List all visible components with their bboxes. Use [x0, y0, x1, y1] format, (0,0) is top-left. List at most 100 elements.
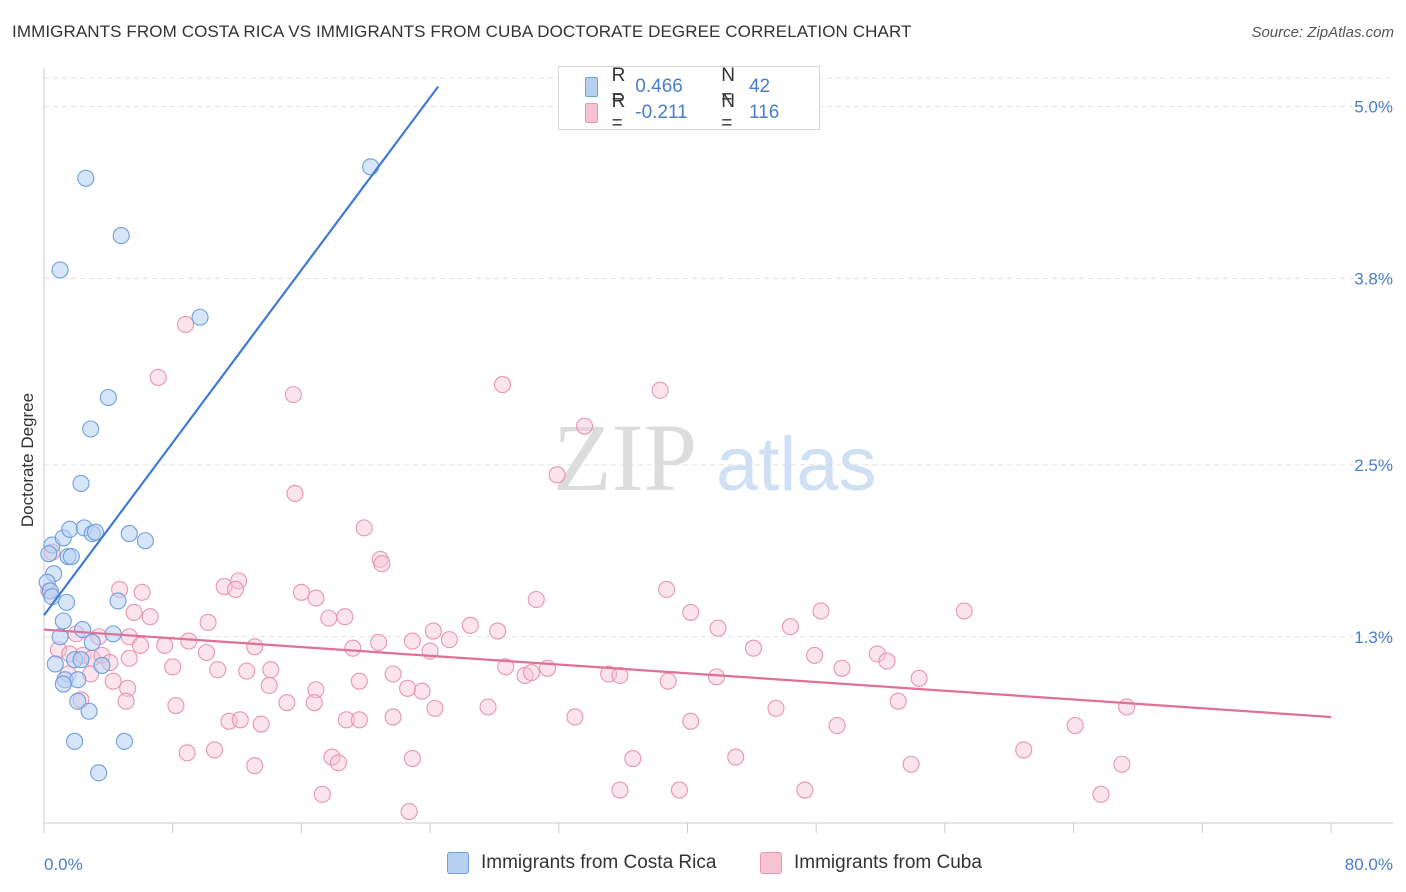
cuba-point: [205, 741, 224, 759]
costa-rica-point: [99, 388, 117, 407]
cuba-point: [120, 649, 138, 667]
cuba-point: [1066, 717, 1084, 735]
costa-rica-point: [54, 612, 72, 630]
cuba-point: [806, 646, 824, 664]
costa-rica-point: [54, 675, 72, 693]
costa-rica-point: [93, 656, 111, 674]
costa-rica-point: [66, 732, 84, 750]
cuba-point: [246, 638, 264, 656]
cuba-point: [781, 618, 800, 636]
cuba-point: [1113, 755, 1131, 773]
cuba-point: [231, 711, 249, 729]
cuba-points: [40, 315, 1136, 821]
legend-swatch-pink: [760, 852, 782, 874]
watermark-zip: ZIP: [553, 404, 697, 511]
costa-rica-point: [112, 227, 130, 245]
cuba-point: [323, 748, 341, 766]
cuba-point: [658, 580, 676, 599]
cuba-point: [125, 603, 143, 621]
cuba-point: [744, 639, 763, 657]
trendlines: [43, 85, 1332, 719]
cuba-point: [230, 572, 248, 590]
cuba-point: [1092, 785, 1110, 803]
cuba-point: [238, 662, 256, 680]
cuba-point: [659, 672, 677, 690]
costa-rica-point: [136, 532, 154, 550]
gridlines: [44, 77, 1393, 638]
cuba-point: [403, 632, 421, 650]
costa-rica-point: [80, 702, 98, 720]
cuba-point: [384, 665, 402, 683]
cuba-point: [141, 608, 159, 626]
legend-swatch-blue: [585, 77, 598, 97]
cuba-point: [426, 699, 444, 717]
cuba-point: [305, 694, 323, 712]
costa-rica-point: [72, 474, 90, 493]
legend-r-label: R =: [611, 65, 626, 108]
cuba-point: [337, 711, 355, 729]
cuba-point: [878, 652, 896, 670]
costa-rica-point: [40, 545, 58, 563]
legend-r-label: R =: [611, 91, 626, 134]
cuba-point: [292, 583, 310, 601]
cuba-point: [670, 781, 689, 799]
costa-rica-point: [362, 158, 380, 176]
cuba-point: [796, 781, 814, 799]
cuba-point: [355, 519, 373, 537]
legend-n-label: N =: [721, 91, 736, 134]
costa-rica-point: [57, 593, 76, 611]
cuba-point: [461, 616, 479, 634]
cuba-point: [350, 672, 368, 690]
cuba-point: [479, 698, 497, 716]
cuba-point: [329, 754, 347, 772]
x-tick-label-min: 0.0%: [44, 855, 83, 874]
legend-swatch-pink: [585, 103, 598, 123]
watermark: ZIP atlas: [553, 404, 877, 511]
cuba-point: [156, 636, 174, 654]
cuba-point: [566, 708, 584, 726]
cuba-point: [910, 669, 928, 687]
legend-row-cuba: R = -0.211 N = 116: [585, 91, 819, 134]
y-tick-label: 5.0%: [1354, 98, 1393, 117]
cuba-point: [167, 696, 185, 715]
cuba-point: [215, 578, 233, 596]
cuba-point: [384, 708, 402, 726]
cuba-point: [149, 368, 167, 386]
cuba-point: [260, 676, 278, 695]
watermark-atlas: atlas: [716, 422, 877, 507]
cuba-point: [370, 633, 388, 652]
cuba-point: [209, 661, 227, 679]
costa-rica-point: [90, 764, 108, 782]
costa-rica-point: [74, 621, 92, 639]
costa-rica-point: [83, 633, 101, 652]
costa-rica-points: [38, 158, 380, 782]
legend-label-costa-rica: Immigrants from Costa Rica: [481, 852, 717, 873]
legend-item-costa-rica[interactable]: Immigrants from Costa Rica: [447, 852, 716, 874]
cuba-point: [320, 609, 338, 627]
cuba-point: [313, 785, 331, 803]
costa-rica-point: [51, 628, 69, 646]
costa-rica-point: [61, 520, 79, 538]
cuba-point: [828, 717, 846, 735]
cuba-point: [651, 381, 669, 399]
cuba-point: [707, 668, 726, 686]
cuba-point: [1118, 698, 1136, 716]
cuba-point: [117, 692, 135, 710]
source-label: Source: ZipAtlas.com: [1251, 24, 1394, 41]
cuba-point: [767, 699, 785, 717]
cuba-point: [307, 589, 325, 607]
cuba-point: [344, 639, 362, 657]
cuba-point: [812, 602, 830, 620]
cuba-point: [611, 781, 629, 799]
cuba-point: [199, 613, 217, 631]
cuba-point: [164, 658, 182, 676]
costa-rica-trendline: [43, 85, 440, 616]
cuba-point: [284, 386, 302, 404]
cuba-point: [403, 749, 421, 768]
costa-rica-point: [62, 547, 80, 566]
legend-item-cuba[interactable]: Immigrants from Cuba: [760, 852, 982, 874]
costa-rica-point: [72, 651, 90, 669]
costa-rica-point: [69, 692, 87, 710]
cuba-point: [180, 632, 198, 650]
